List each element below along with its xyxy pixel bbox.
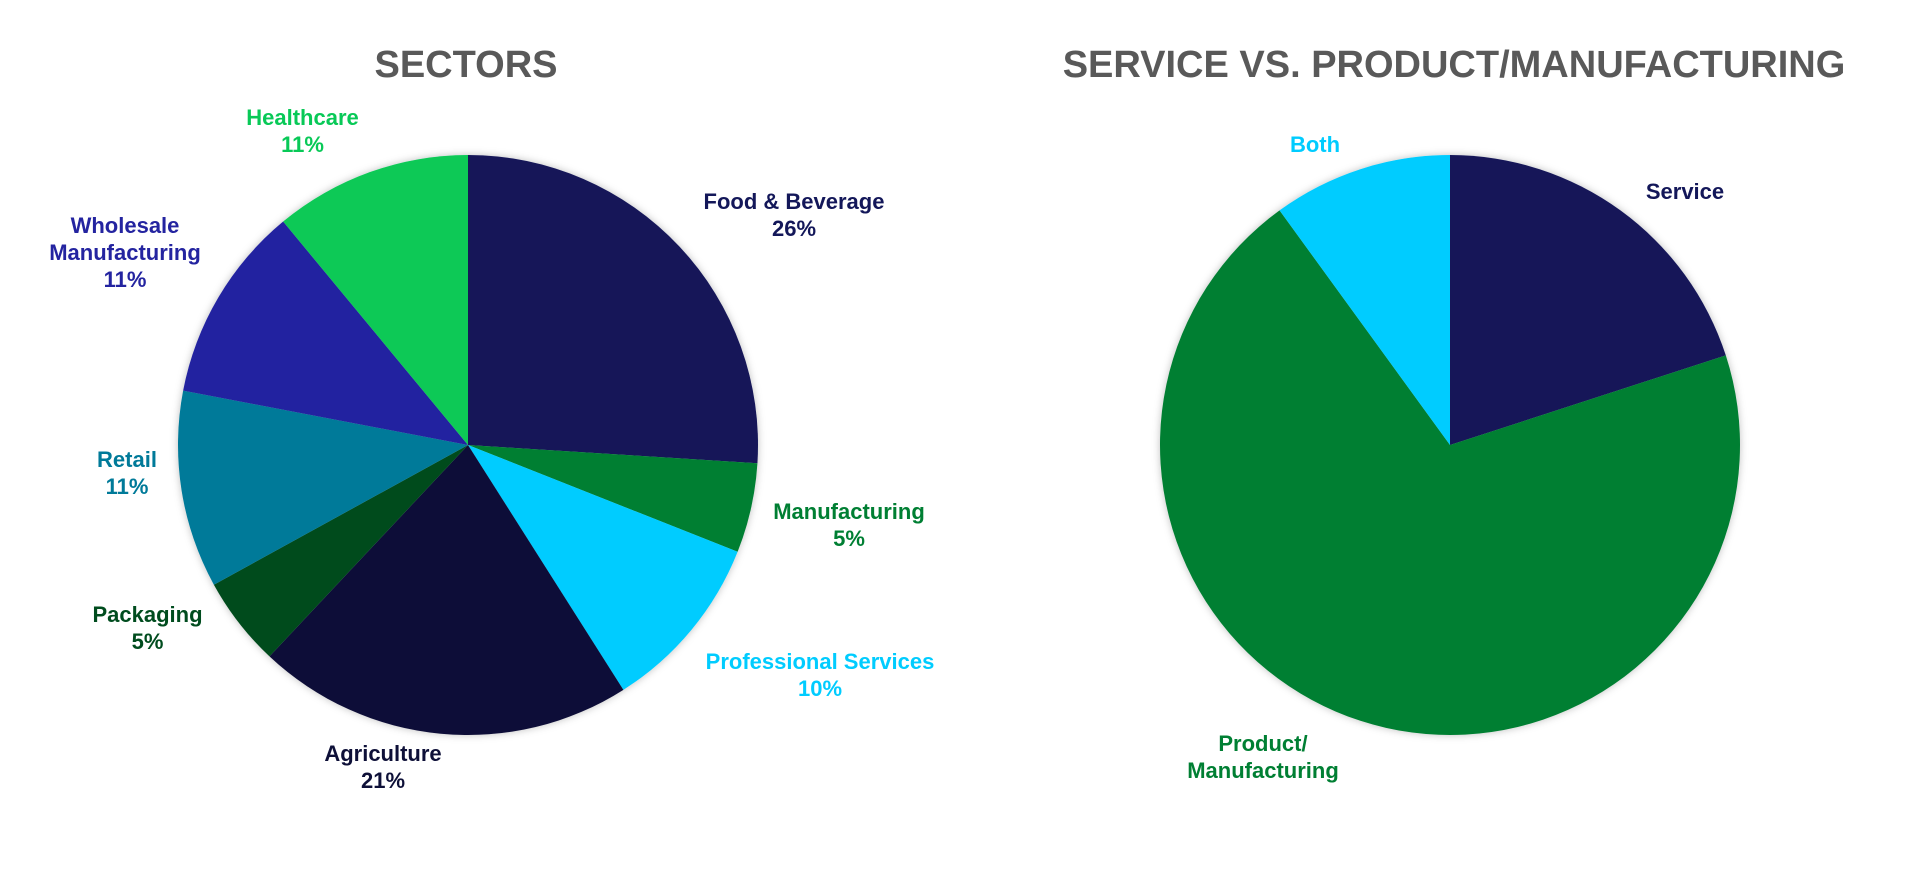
pie-slice-professional-services bbox=[468, 445, 738, 690]
slice-percent: 11% bbox=[281, 132, 324, 157]
pie-slice-wholesale-manufacturing bbox=[183, 221, 468, 445]
pie-slice-service bbox=[1450, 155, 1726, 445]
slice-percent: 5% bbox=[131, 629, 164, 654]
slice-name: Retail bbox=[97, 447, 157, 472]
sectors-pie bbox=[178, 155, 758, 735]
sectors-chart-title: SECTORS bbox=[374, 44, 558, 86]
slice-label-retail: Retail 11% bbox=[77, 446, 177, 500]
slice-name: Food & Beverage bbox=[703, 189, 885, 214]
slice-percent: 11% bbox=[105, 474, 149, 499]
pie-slice-retail bbox=[178, 390, 468, 585]
slice-label-both: Both bbox=[1270, 131, 1360, 158]
slice-name: Wholesale Manufacturing bbox=[49, 213, 201, 265]
slice-percent: 21% bbox=[360, 768, 406, 793]
slice-label-food-beverage: Food & Beverage 26% bbox=[694, 188, 894, 242]
pie-slice-manufacturing bbox=[468, 445, 758, 552]
slice-percent: 5% bbox=[833, 526, 865, 551]
slice-label-professional-services: Professional Services 10% bbox=[695, 648, 945, 702]
service-vs-product-chart-title: SERVICE VS. PRODUCT/MANUFACTURING bbox=[1062, 44, 1846, 86]
slice-label-packaging: Packaging 5% bbox=[80, 601, 215, 655]
slice-name: Product/ Manufacturing bbox=[1187, 731, 1339, 783]
pie-slice-agriculture bbox=[269, 445, 624, 735]
slice-name: Both bbox=[1289, 132, 1341, 157]
slice-name: Agriculture bbox=[324, 741, 442, 766]
slice-percent: 10% bbox=[797, 676, 843, 701]
pie-slice-packaging bbox=[213, 445, 468, 657]
pie-slice-food-beverage bbox=[468, 155, 758, 464]
slice-name: Manufacturing bbox=[773, 499, 925, 524]
pie-slice-product-manufacturing bbox=[1160, 210, 1740, 735]
slice-label-agriculture: Agriculture 21% bbox=[308, 740, 458, 794]
slice-percent: 11% bbox=[103, 267, 147, 292]
slice-name: Professional Services bbox=[705, 649, 935, 674]
service-vs-product-pie bbox=[1160, 155, 1740, 735]
slice-name: Service bbox=[1645, 179, 1725, 204]
slice-percent: 26% bbox=[771, 216, 817, 241]
pie-slice-both bbox=[1279, 155, 1450, 445]
slice-label-wholesale-manufacturing: Wholesale Manufacturing 11% bbox=[40, 212, 210, 293]
pie-slice-healthcare bbox=[283, 155, 468, 445]
slice-label-product-manufacturing: Product/ Manufacturing bbox=[1168, 730, 1358, 784]
slice-label-manufacturing: Manufacturing 5% bbox=[764, 498, 934, 552]
slice-name: Packaging bbox=[92, 602, 203, 627]
slice-name: Healthcare bbox=[246, 105, 359, 130]
slice-label-service: Service bbox=[1620, 178, 1750, 205]
slice-label-healthcare: Healthcare 11% bbox=[235, 104, 370, 158]
